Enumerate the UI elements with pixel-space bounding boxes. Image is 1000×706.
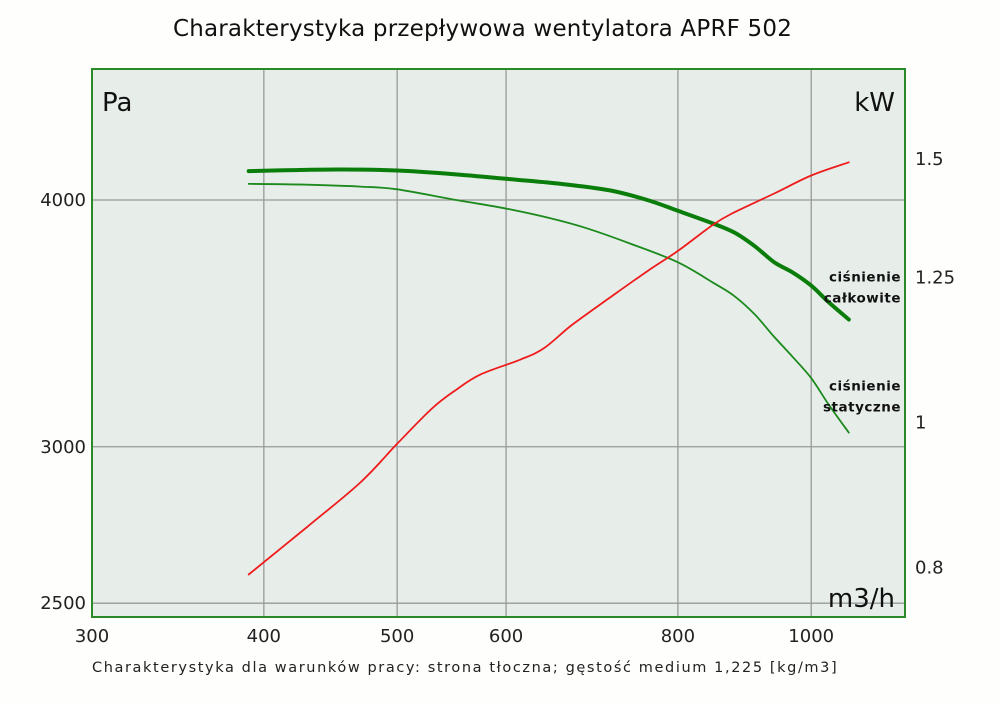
y-right-tick-label: 0.8 [915, 557, 944, 578]
x-tick-label: 800 [661, 626, 695, 647]
x-unit-label: m3/h [828, 584, 895, 614]
chart-title: Charakterystyka przepływowa wentylatora … [172, 16, 793, 42]
total-pressure-curve [246, 167, 851, 322]
total-pressure-label: całkowite [824, 290, 901, 306]
x-tick-label: 300 [75, 626, 109, 647]
y-left-tick-label: 2500 [40, 593, 86, 614]
total-pressure-label: ciśnienie [829, 269, 901, 285]
plot-background [92, 69, 905, 617]
y-right-unit-label: kW [854, 88, 895, 118]
static-pressure-label: statyczne [823, 400, 901, 416]
x-tick-label: 400 [247, 626, 281, 647]
y-right-tick-label: 1 [915, 412, 926, 433]
y-left-unit-label: Pa [102, 88, 132, 118]
plot-frame [91, 68, 906, 618]
static-pressure-curve [247, 183, 850, 434]
chart-footnote: Charakterystyka dla warunków pracy: stro… [92, 660, 839, 676]
curve-labels: ciśnienie całkowite ciśnienie statyczne [823, 269, 901, 416]
grid-lines [92, 69, 905, 617]
x-tick-label: 1000 [788, 626, 834, 647]
y-left-tick-label: 3000 [40, 437, 86, 458]
power-curve [247, 161, 850, 576]
static-pressure-label: ciśnienie [829, 379, 901, 395]
y-right-tick-label: 1.25 [915, 267, 955, 288]
x-tick-label: 600 [489, 626, 523, 647]
x-tick-label: 500 [380, 626, 414, 647]
y-right-tick-label: 1.5 [915, 149, 944, 170]
tick-labels: 300 400 500 600 800 1000 2500 3000 4000 0.8 1 1.25 1… [40, 149, 955, 647]
y-left-tick-label: 4000 [40, 190, 86, 211]
curves [246, 161, 851, 576]
